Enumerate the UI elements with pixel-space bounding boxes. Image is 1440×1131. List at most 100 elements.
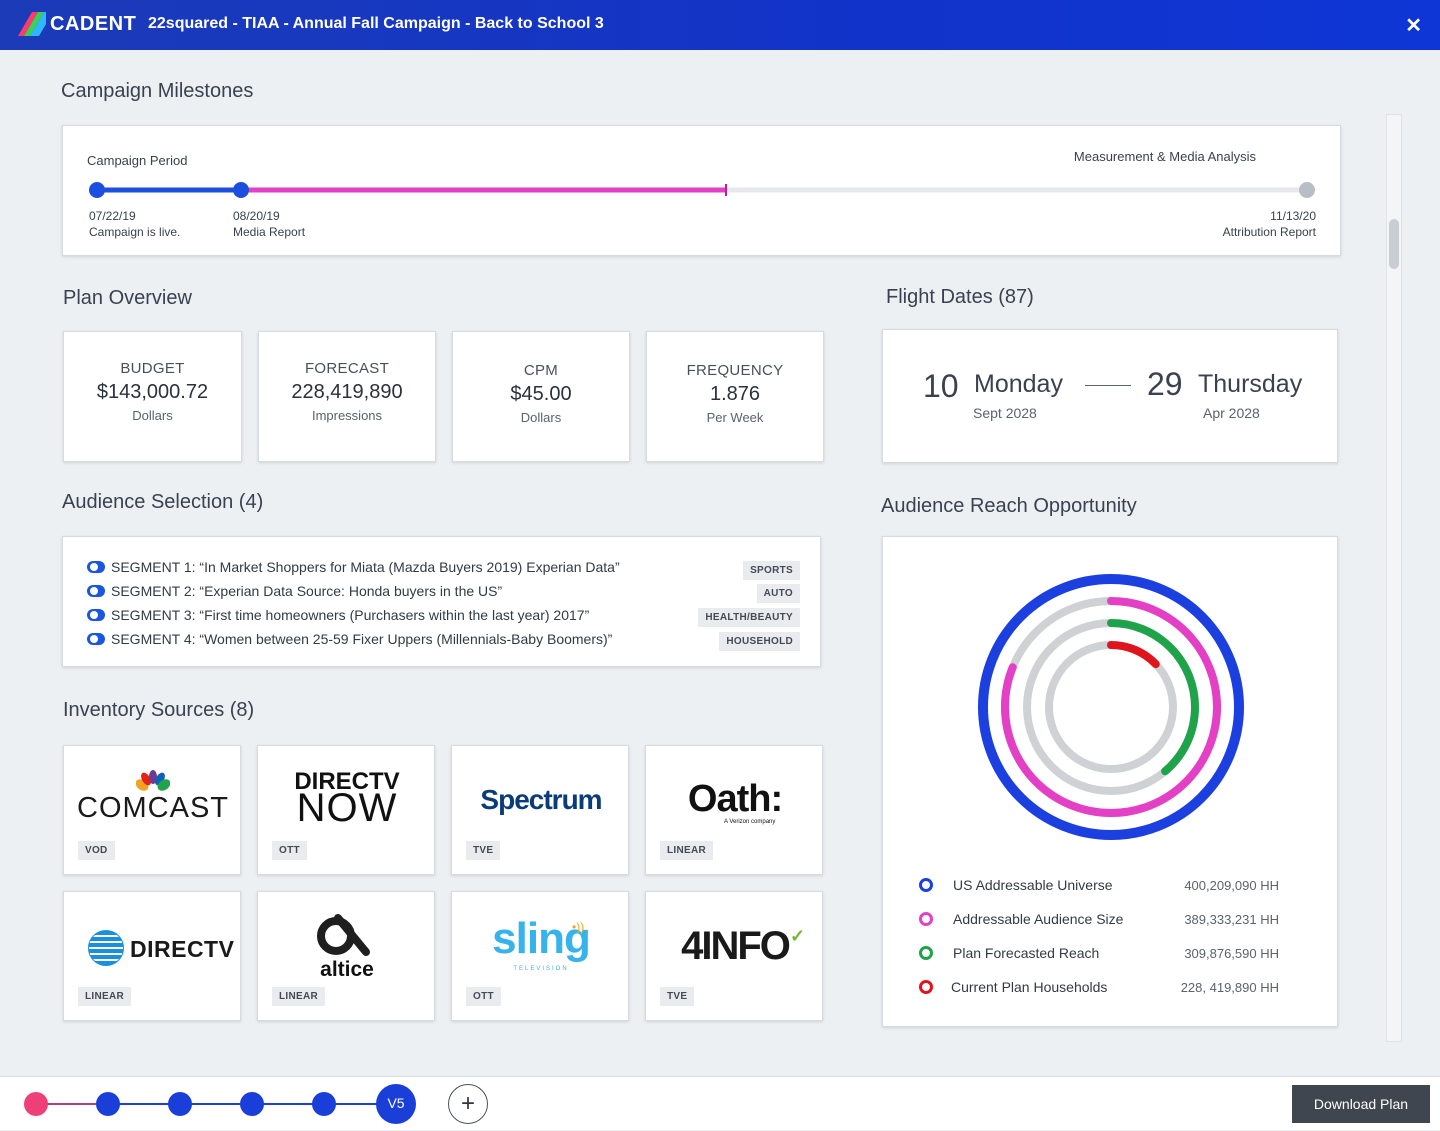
scrollbar-thumb[interactable] (1389, 219, 1399, 269)
stat-unit: Per Week (706, 410, 764, 425)
oath-sub-logo: A Verizon company (724, 819, 776, 825)
legend-label: US Addressable Universe (953, 877, 1113, 893)
segment-text: SEGMENT 4: “Women between 25-59 Fixer Up… (111, 631, 613, 647)
altice-mark-icon (310, 912, 374, 961)
source-tag: LINEAR (660, 841, 714, 860)
version-dot-v2 (168, 1092, 192, 1116)
milestone-point-2: 08/20/19 Media Report (233, 208, 305, 240)
stat-label: BUDGET (120, 360, 185, 377)
milestone-date: 11/13/20 (1270, 209, 1316, 223)
source-tag: TVE (660, 987, 695, 1006)
inventory-card-directv[interactable]: DIRECTV LINEAR (63, 891, 241, 1021)
stat-card-budget: BUDGET $143,000.72 Dollars (63, 331, 242, 462)
segment-toggle[interactable] (87, 609, 105, 621)
legend-dot-icon (919, 946, 933, 960)
inventory-card-comcast[interactable]: COMCAST VOD (63, 745, 241, 875)
milestone-label: Campaign is live. (89, 225, 181, 239)
reach-card: US Addressable Universe 400,209,090 HH A… (882, 536, 1338, 1027)
inventory-card-spectrum[interactable]: Spectrum TVE (451, 745, 629, 875)
4info-check-icon: ✓ (790, 926, 806, 946)
segment-row-4[interactable]: SEGMENT 4: “Women between 25-59 Fixer Up… (87, 631, 612, 647)
segment-row-2[interactable]: SEGMENT 2: “Experian Data Source: Honda … (87, 583, 502, 599)
inventory-card-altice[interactable]: altice LINEAR (257, 891, 435, 1021)
sling-signal-icon: •)) (572, 920, 585, 934)
stat-value: $45.00 (510, 383, 572, 405)
milestone-label: Attribution Report (1222, 225, 1316, 239)
stat-unit: Dollars (132, 408, 173, 423)
att-globe-icon (88, 930, 124, 966)
logo-text: CADENT (50, 12, 137, 35)
altice-logo: altice (320, 958, 374, 981)
source-tag: OTT (466, 987, 501, 1006)
download-plan-button[interactable]: Download Plan (1292, 1085, 1430, 1123)
legend-row-forecasted-reach: Plan Forecasted Reach 309,876,590 HH (919, 945, 1279, 961)
stat-unit: Dollars (520, 410, 562, 425)
directv-now-logo-line1: DIRECTV (294, 768, 400, 795)
segment-tag: AUTO (756, 584, 800, 603)
inventory-card-directv-now[interactable]: DIRECTV NOW OTT (257, 745, 435, 875)
version-dot-v4 (312, 1092, 336, 1116)
milestone-label: Media Report (233, 225, 306, 239)
segment-row-1[interactable]: SEGMENT 1: “In Market Shoppers for Miata… (87, 559, 620, 575)
flight-dates-heading: Flight Dates (87) (886, 286, 1034, 308)
stat-value: 228,419,890 (291, 381, 403, 403)
bottom-bar: V5 + Download Plan (0, 1076, 1440, 1130)
segment-toggle[interactable] (87, 561, 105, 573)
milestone-date: 07/22/19 (89, 209, 136, 223)
segment-text: SEGMENT 3: “First time homeowners (Purch… (111, 607, 590, 623)
segment-row-3[interactable]: SEGMENT 3: “First time homeowners (Purch… (87, 607, 589, 623)
legend-row-audience-size: Addressable Audience Size 389,333,231 HH (919, 911, 1279, 927)
segment-text: SEGMENT 2: “Experian Data Source: Honda … (111, 583, 503, 599)
legend-value: 389,333,231 HH (1184, 911, 1279, 927)
source-tag: VOD (78, 841, 115, 860)
version-dot-v1 (96, 1092, 120, 1116)
sling-sub-logo: TELEVISION (513, 966, 569, 972)
segment-toggle[interactable] (87, 585, 105, 597)
source-tag: TVE (466, 841, 501, 860)
version-v5-button[interactable]: V5 (387, 1095, 405, 1111)
legend-label: Addressable Audience Size (953, 911, 1124, 927)
reach-ring-chart (978, 574, 1244, 840)
legend-value: 309,876,590 HH (1184, 945, 1279, 961)
spectrum-logo: Spectrum (480, 784, 602, 815)
flight-start-day: 10 (923, 368, 959, 404)
cadent-logo-icon (18, 12, 46, 36)
flight-start-weekday: Monday (974, 370, 1063, 398)
inventory-card-sling[interactable]: sling •)) TELEVISION OTT (451, 891, 629, 1021)
audience-selection-card: SEGMENT 1: “In Market Shoppers for Miata… (62, 536, 821, 667)
legend-row-current-households: Current Plan Households 228, 419,890 HH (919, 979, 1279, 995)
close-icon[interactable]: ✕ (1405, 15, 1422, 37)
oath-logo: Oath: (687, 778, 783, 820)
legend-dot-icon (919, 878, 933, 892)
directv-logo: DIRECTV (130, 936, 235, 962)
legend-label: Current Plan Households (951, 979, 1108, 995)
milestones-card: Campaign Period Measurement & Media Anal… (62, 125, 1341, 256)
inventory-heading: Inventory Sources (8) (63, 699, 255, 721)
milestone-dot-attribution (1299, 182, 1315, 198)
segment-text: SEGMENT 1: “In Market Shoppers for Miata… (111, 559, 620, 575)
segment-toggle[interactable] (87, 633, 105, 645)
app-title: 22squared - TIAA - Annual Fall Campaign … (148, 15, 604, 32)
plus-icon[interactable]: + (448, 1084, 488, 1124)
milestones-heading: Campaign Milestones (61, 80, 254, 102)
stat-card-frequency: FREQUENCY 1.876 Per Week (646, 331, 824, 462)
legend-value: 400,209,090 HH (1184, 877, 1279, 893)
milestone-date: 08/20/19 (233, 209, 280, 223)
measurement-label: Measurement & Media Analysis (1073, 149, 1256, 164)
flight-end-weekday: Thursday (1198, 370, 1303, 398)
flight-start-monthyear: Sept 2028 (973, 405, 1037, 421)
stat-card-cpm: CPM $45.00 Dollars (452, 331, 630, 462)
source-tag: LINEAR (272, 987, 326, 1006)
scrollbar-track[interactable] (1386, 114, 1402, 1042)
milestone-dot-live (89, 182, 105, 198)
4info-logo: 4INFO (681, 924, 791, 968)
stat-value: $143,000.72 (96, 381, 209, 403)
inventory-card-oath[interactable]: Oath: A Verizon company LINEAR (645, 745, 823, 875)
inventory-card-4info[interactable]: 4INFO ✓ TVE (645, 891, 823, 1021)
flight-end-monthyear: Apr 2028 (1203, 405, 1260, 421)
segment-tag: SPORTS (743, 561, 800, 580)
milestone-point-1: 07/22/19 Campaign is live. (89, 208, 180, 240)
legend-row-universe: US Addressable Universe 400,209,090 HH (919, 877, 1279, 893)
stat-unit: Impressions (311, 408, 383, 423)
version-dot-v0 (24, 1092, 48, 1116)
